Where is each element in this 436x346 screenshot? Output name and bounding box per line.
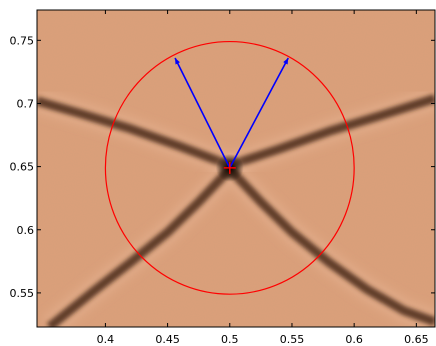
ridge-2 [46,164,435,327]
plot-frame [36,9,436,328]
y-tick-label: 0.6 [17,224,35,237]
direction-arrowhead-1 [175,57,180,65]
x-tick-label: 0.6 [345,333,363,346]
direction-vector-2 [229,57,289,169]
y-tick-label: 0.65 [10,161,35,174]
search-circle [104,40,355,295]
y-axis: 0.55 0.6 0.65 0.7 0.75 [10,34,435,300]
plot-area [36,9,436,328]
direction-arrowhead-2 [283,57,289,65]
x-tick-label: 0.4 [97,333,115,346]
x-tick-label: 0.45 [155,333,180,346]
direction-vector-1 [174,57,231,169]
y-tick-label: 0.75 [10,34,35,47]
x-axis: 0.4 0.45 0.5 0.55 0.6 0.65 [97,10,429,346]
x-tick-label: 0.5 [221,333,239,346]
x-tick-label: 0.55 [280,333,305,346]
x-tick-label: 0.65 [404,333,429,346]
y-tick-label: 0.55 [10,287,35,300]
y-tick-label: 0.7 [17,97,35,110]
